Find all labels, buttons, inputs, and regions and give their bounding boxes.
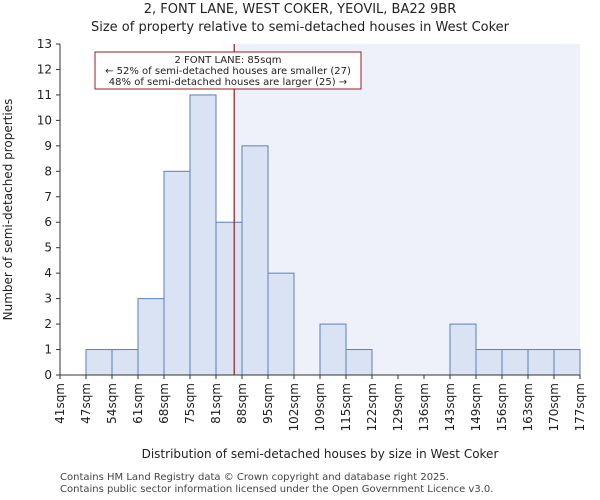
annotation-smaller: ← 52% of semi-detached houses are smalle… xyxy=(105,66,351,77)
y-tick-label: 4 xyxy=(44,266,52,280)
histogram-bar xyxy=(137,298,165,376)
histogram-bar xyxy=(241,145,269,376)
x-tick-label: 88sqm xyxy=(235,383,249,424)
chart-subtitle: Size of property relative to semi-detach… xyxy=(90,20,510,35)
x-tick-label: 129sqm xyxy=(391,383,405,431)
y-tick-label: 0 xyxy=(44,368,52,382)
x-tick-label: 47sqm xyxy=(79,383,93,424)
histogram-bar xyxy=(215,221,243,376)
y-axis-label: Number of semi-detached properties xyxy=(1,99,15,321)
x-tick-label: 149sqm xyxy=(469,383,483,431)
x-tick-label: 156sqm xyxy=(495,383,509,431)
x-tick-label: 163sqm xyxy=(521,383,535,431)
y-tick-label: 11 xyxy=(37,88,52,102)
x-tick-label: 61sqm xyxy=(131,383,145,424)
histogram-bar xyxy=(319,323,347,376)
chart-title: 2, FONT LANE, WEST COKER, YEOVIL, BA22 9… xyxy=(143,2,457,17)
x-tick-label: 122sqm xyxy=(365,383,379,431)
histogram-bar xyxy=(345,349,373,376)
y-tick-label: 2 xyxy=(44,317,52,331)
histogram-bar xyxy=(111,349,139,376)
x-tick-label: 54sqm xyxy=(105,383,119,424)
x-tick-label: 68sqm xyxy=(157,383,171,424)
histogram-bar xyxy=(501,349,529,376)
y-tick-label: 6 xyxy=(44,215,52,229)
y-tick-label: 7 xyxy=(44,190,52,204)
x-tick-label: 75sqm xyxy=(183,383,197,424)
histogram-bar xyxy=(189,94,217,376)
x-tick-label: 170sqm xyxy=(547,383,561,431)
x-tick-label: 109sqm xyxy=(313,383,327,431)
x-tick-label: 95sqm xyxy=(261,383,275,424)
x-tick-label: 143sqm xyxy=(443,383,457,431)
footer-line-1: Contains HM Land Registry data © Crown c… xyxy=(60,472,449,483)
x-tick-label: 136sqm xyxy=(417,383,431,431)
x-tick-label: 177sqm xyxy=(573,383,587,431)
histogram-bar xyxy=(475,349,503,376)
y-tick-label: 12 xyxy=(37,62,52,76)
histogram-bar xyxy=(527,349,555,376)
footer-line-2: Contains public sector information licen… xyxy=(60,484,494,495)
histogram-bar xyxy=(163,170,191,376)
y-tick-label: 9 xyxy=(44,139,52,153)
histogram-bar xyxy=(85,349,113,376)
x-axis-label: Distribution of semi-detached houses by … xyxy=(142,447,499,461)
y-tick-label: 10 xyxy=(37,113,52,127)
x-tick-label: 102sqm xyxy=(287,383,301,431)
histogram-bar xyxy=(449,323,477,376)
y-tick-label: 1 xyxy=(44,343,52,357)
annotation-box xyxy=(94,51,362,90)
histogram-bar xyxy=(553,349,581,376)
annotation-title: 2 FONT LANE: 85sqm xyxy=(175,55,282,66)
y-tick-label: 13 xyxy=(37,37,52,51)
histogram-bar xyxy=(267,272,295,376)
y-tick-label: 3 xyxy=(44,292,52,306)
x-tick-label: 41sqm xyxy=(53,383,67,424)
y-tick-label: 8 xyxy=(44,164,52,178)
annotation-larger: 48% of semi-detached houses are larger (… xyxy=(109,77,347,88)
y-tick-label: 5 xyxy=(44,241,52,255)
x-tick-label: 115sqm xyxy=(339,383,353,431)
x-tick-label: 81sqm xyxy=(209,383,223,424)
